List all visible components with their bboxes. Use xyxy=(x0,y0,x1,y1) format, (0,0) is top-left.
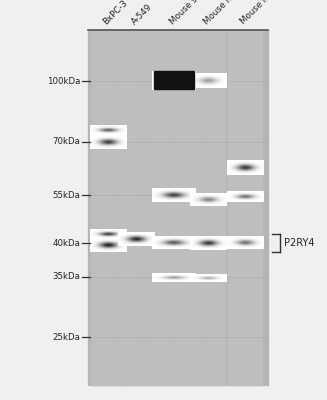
Bar xyxy=(88,30,268,385)
Text: 35kDa: 35kDa xyxy=(52,272,80,281)
Text: 40kDa: 40kDa xyxy=(52,238,80,248)
Text: BxPC-3: BxPC-3 xyxy=(102,0,130,26)
Text: A-549: A-549 xyxy=(129,2,154,26)
Bar xyxy=(154,71,194,88)
Bar xyxy=(91,30,125,385)
Text: 100kDa: 100kDa xyxy=(47,77,80,86)
Bar xyxy=(191,30,225,385)
Bar xyxy=(228,30,262,385)
Bar xyxy=(119,30,153,385)
Text: 55kDa: 55kDa xyxy=(52,190,80,200)
Text: Mouse lung: Mouse lung xyxy=(239,0,280,26)
Text: Mouse stomach: Mouse stomach xyxy=(168,0,222,26)
Text: P2RY4: P2RY4 xyxy=(284,238,315,248)
Text: Mouse heart: Mouse heart xyxy=(202,0,246,26)
Text: 70kDa: 70kDa xyxy=(52,137,80,146)
Text: 25kDa: 25kDa xyxy=(52,332,80,342)
Bar xyxy=(154,30,194,385)
